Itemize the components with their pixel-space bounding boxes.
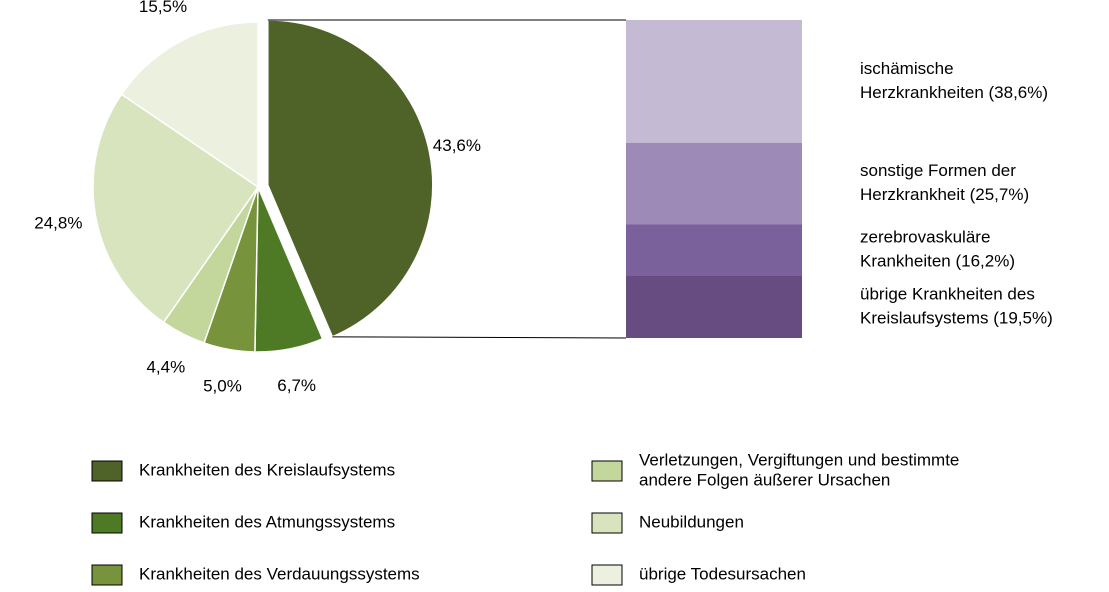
legend-swatch	[591, 564, 623, 586]
legend-swatch	[91, 460, 123, 482]
bar-segment	[626, 142, 802, 225]
legend-label: Verletzungen, Vergiftungen und bestimmte	[639, 450, 959, 469]
legend-label: übrige Todesursachen	[639, 564, 806, 583]
legend: Krankheiten des Kreislaufsystems Krankhei…	[91, 450, 959, 586]
pie-slice	[92, 93, 260, 324]
slice-label: 24,8%	[34, 213, 82, 232]
segment-label: zerebrovaskuläre	[860, 228, 990, 247]
segment-label: Kreislaufsystems (19,5%)	[860, 308, 1053, 327]
legend-swatch	[591, 460, 623, 482]
slice-label: 43,6%	[433, 136, 481, 155]
connector	[332, 336, 627, 339]
segment-label: sonstige Formen der	[860, 161, 1016, 180]
slice-label: 5,0%	[203, 376, 242, 395]
legend-swatch	[91, 512, 123, 534]
legend-swatch	[591, 512, 623, 534]
slice-label: 15,5%	[139, 0, 187, 16]
legend-label: Krankheiten des Kreislaufsystems	[139, 460, 395, 479]
segment-label: Herzkrankheit (25,7%)	[860, 185, 1029, 204]
legend-swatch	[91, 564, 123, 586]
bar-segment	[626, 275, 802, 338]
pie-slice	[267, 19, 434, 338]
legend-label: andere Folgen äußerer Ursachen	[639, 470, 890, 489]
segment-label: Krankheiten (16,2%)	[860, 252, 1015, 271]
slice-label: 6,7%	[277, 376, 316, 395]
legend-label: Neubildungen	[639, 512, 744, 531]
pie-slice	[120, 21, 259, 189]
segment-label: Herzkrankheiten (38,6%)	[860, 83, 1048, 102]
bar-segment	[626, 224, 802, 276]
legend-label: Krankheiten des Atmungssystems	[139, 512, 395, 531]
legend-label: Krankheiten des Verdauungssystems	[139, 564, 420, 583]
bar-segment	[626, 20, 802, 143]
segment-label: übrige Krankheiten des	[860, 284, 1035, 303]
segment-label: ischämische	[860, 59, 954, 78]
slice-label: 4,4%	[146, 357, 185, 376]
